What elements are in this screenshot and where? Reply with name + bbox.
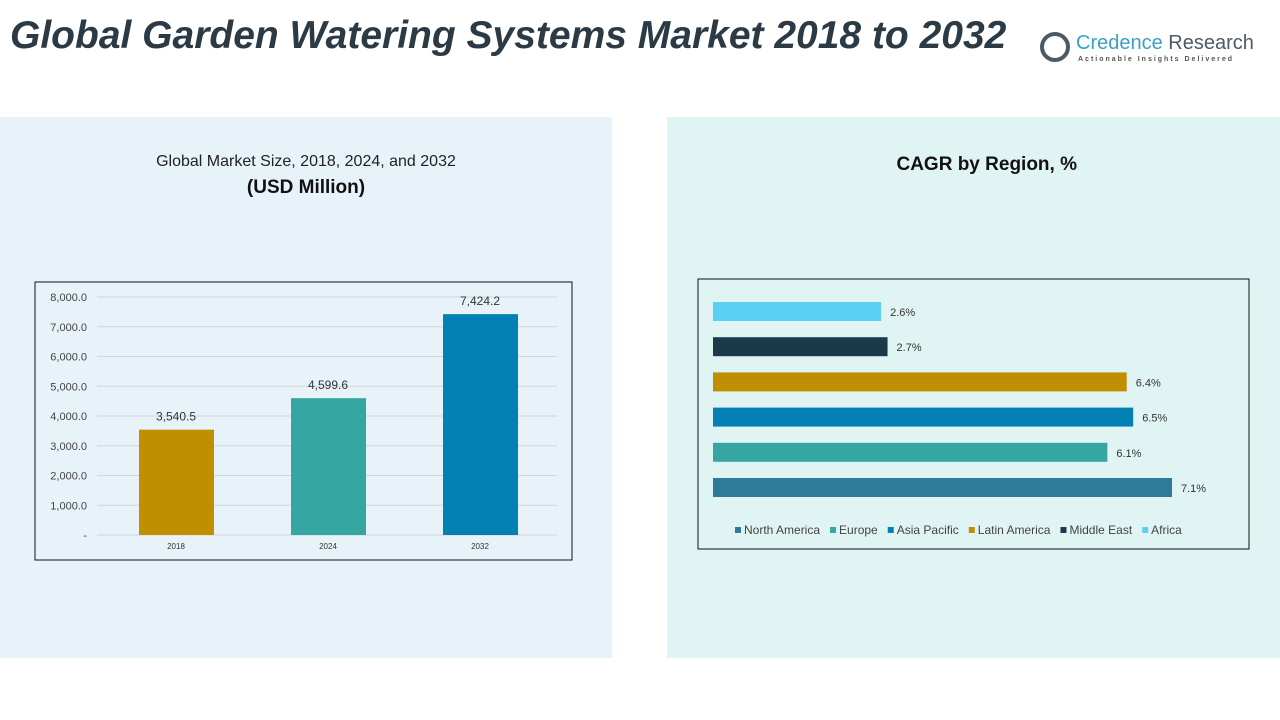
logo-name-a: Credence — [1076, 32, 1163, 54]
bar-2018 — [139, 429, 214, 535]
bar-latin-america — [713, 372, 1127, 392]
x-tick-label: 2018 — [167, 542, 185, 551]
y-tick-label: 6,000.0 — [50, 352, 87, 364]
logo-chart-icon — [1040, 32, 1070, 62]
x-tick-label: 2032 — [471, 542, 489, 551]
y-tick-label: 7,000.0 — [50, 322, 87, 334]
y-tick-label: 8,000.0 — [50, 292, 87, 304]
bar-north-america — [713, 478, 1172, 497]
logo-name: Credence Research — [1076, 32, 1254, 55]
market-size-title: Global Market Size, 2018, 2024, and 2032 — [156, 153, 456, 170]
x-tick-label: 2024 — [319, 542, 337, 551]
legend-swatch — [1142, 527, 1149, 533]
legend-swatch — [735, 527, 741, 533]
legend-swatch — [887, 527, 894, 533]
data-label: 2.6% — [890, 307, 915, 319]
y-tick-label: 2,000.0 — [50, 471, 87, 483]
bar-africa — [713, 302, 882, 321]
y-tick-label: - — [83, 530, 87, 542]
legend-item: North America — [744, 523, 820, 537]
legend-item: Asia Pacific — [897, 523, 959, 537]
cagr-chart-frame — [697, 278, 1250, 550]
legend-item: Europe — [839, 523, 878, 537]
bar-middle-east — [713, 337, 888, 357]
data-label: 6.1% — [1116, 448, 1141, 460]
data-label: 2.7% — [897, 342, 922, 354]
bar-europe — [713, 442, 1108, 462]
bar-chart-frame — [34, 281, 573, 561]
market-size-subtitle: (USD Million) — [246, 177, 366, 198]
y-tick-label: 4,000.0 — [50, 411, 87, 423]
data-label: 3,540.5 — [156, 410, 196, 424]
y-tick-label: 3,000.0 — [50, 441, 87, 453]
logo-tagline: Actionable Insights Delivered — [1078, 56, 1235, 63]
cagr-title: CAGR by Region, % — [896, 154, 1077, 175]
data-label: 7.1% — [1181, 483, 1206, 495]
data-label: 6.4% — [1136, 377, 1161, 389]
page-title: Global Garden Watering Systems Market 20… — [10, 14, 1007, 57]
y-tick-label: 5,000.0 — [50, 381, 87, 393]
logo-name-b: Research — [1162, 32, 1254, 54]
legend-swatch — [1060, 527, 1067, 533]
legend-item: Africa — [1151, 523, 1182, 537]
data-label: 6.5% — [1142, 413, 1167, 425]
bar-2032 — [443, 314, 518, 535]
legend-swatch — [968, 527, 975, 533]
bar-asia-pacific — [713, 407, 1134, 427]
legend-swatch — [830, 527, 837, 533]
bar-2024 — [291, 398, 366, 535]
legend-item: Latin America — [978, 523, 1051, 537]
y-tick-label: 1,000.0 — [50, 500, 87, 512]
legend-item: Middle East — [1069, 523, 1132, 537]
data-label: 4,599.6 — [308, 378, 348, 392]
data-label: 7,424.2 — [460, 294, 500, 308]
credence-research-logo: Credence Research Actionable Insights De… — [1040, 30, 1270, 70]
